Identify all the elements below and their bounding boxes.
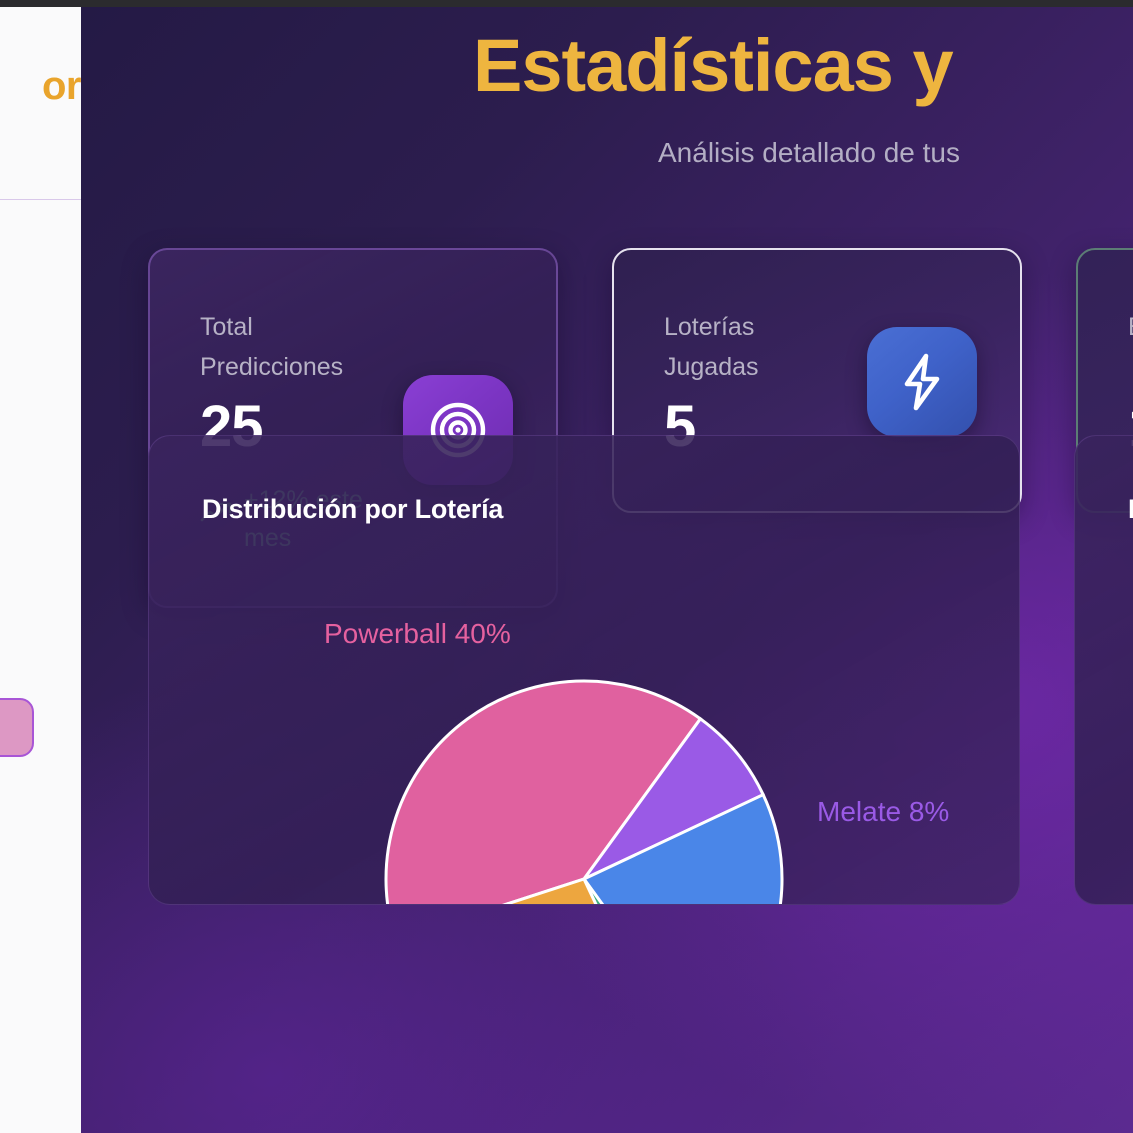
pie-label-melate: Melate 8% [817,796,950,827]
lightning-bolt-icon [867,327,977,437]
sidebar-brand-text: or [42,64,81,108]
pie-slice-tris [502,877,598,904]
window-chrome-bar [0,0,1133,7]
stat-card-label: Loterías Jugadas [664,313,759,381]
pie-slice-powerball [384,679,703,904]
panels-row: Distribución por Lotería Powerball 40% M… [148,435,1133,905]
page-title: Estadísticas y [473,24,954,107]
pie-slice-baloto [581,792,784,904]
main-content: Estadísticas y Análisis detallado de tus… [81,7,1133,1133]
pie-slice-melate [582,716,766,881]
page-subtitle: Análisis detallado de tus [658,137,960,168]
stat-card-value: 1 [1128,393,1133,460]
panel-distribucion-por-loteria: Distribución por Lotería Powerball 40% M… [148,435,1020,905]
stat-card-label: E [1128,307,1133,347]
panel-title: E [1128,494,1133,525]
sidebar: or [0,7,81,1133]
pie-chart: Powerball 40% Melate 8% [149,618,1019,904]
stat-card-label: Total Predicciones [200,313,344,381]
pie-slices [384,679,784,904]
panel-title: Distribución por Lotería [202,494,504,524]
sidebar-active-item[interactable] [0,698,34,757]
panel-secondary: E [1074,435,1133,905]
sidebar-divider [0,199,81,200]
pie-label-powerball: Powerball 40% [324,618,511,649]
pie-chart-svg [384,679,784,904]
